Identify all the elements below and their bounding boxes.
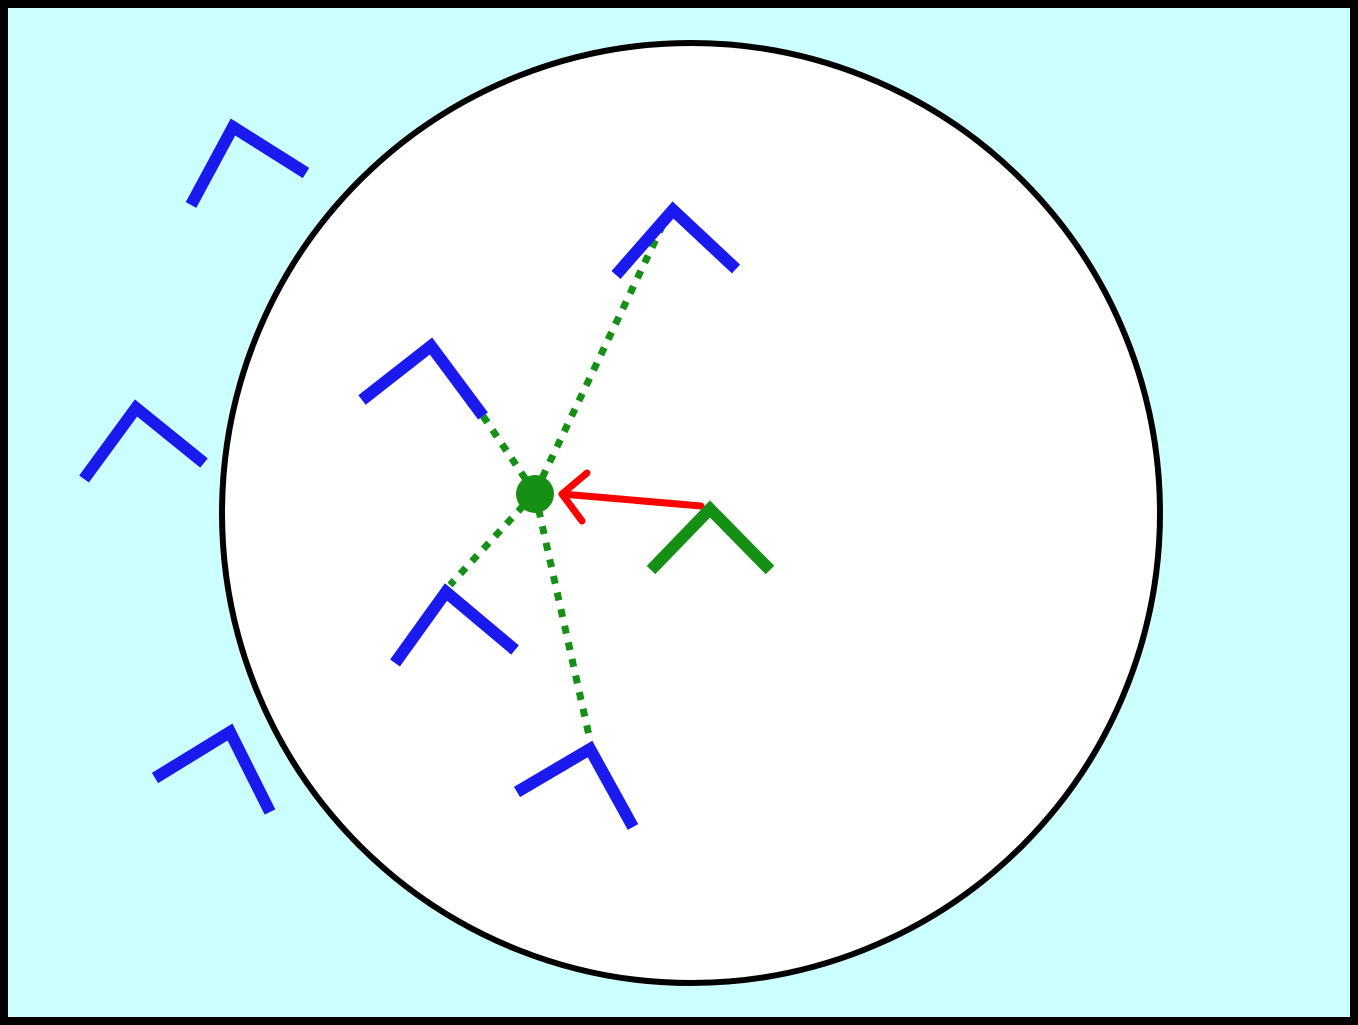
focal-boid: [646, 500, 775, 575]
perception-circle: [219, 40, 1163, 986]
outside-boid-top-left: [185, 118, 310, 208]
outside-boid-middle-left: [79, 399, 208, 483]
steering-vector-arrowhead: [558, 469, 591, 525]
neighbor-link-bottom: [531, 492, 594, 741]
neighbor-boid-top: [611, 201, 741, 279]
neighbor-links: [447, 214, 671, 741]
steering-vector-shaft: [558, 490, 705, 510]
neighbor-boid-upper-left: [358, 337, 488, 420]
neighbor-boids: [358, 201, 741, 830]
outside-boids: [79, 118, 310, 815]
steering-vector: [558, 469, 705, 525]
outside-boid-bottom-left: [151, 723, 276, 815]
neighbor-boid-lower-left: [390, 583, 519, 667]
center-of-mass: [516, 475, 554, 513]
neighbor-link-lower-left: [447, 490, 538, 588]
neighbor-boid-bottom: [513, 740, 639, 830]
neighbor-link-top: [531, 214, 671, 495]
